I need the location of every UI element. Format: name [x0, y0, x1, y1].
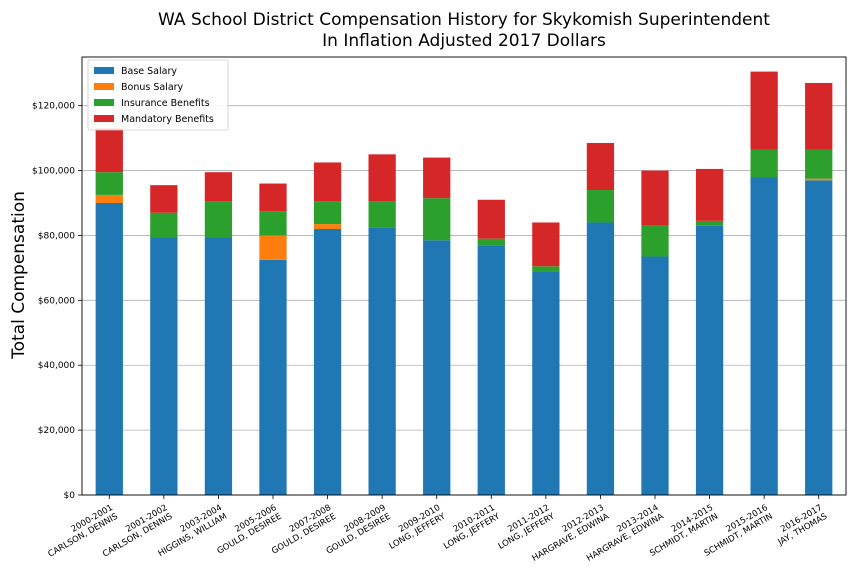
bar-mandatory-benefits — [95, 128, 123, 173]
legend-swatch — [94, 67, 114, 74]
y-tick-label: $100,000 — [32, 167, 75, 177]
bar-insurance-benefits — [586, 190, 615, 223]
bar-mandatory-benefits — [641, 170, 669, 226]
bar-insurance-benefits — [750, 149, 778, 178]
bar-insurance-benefits — [95, 172, 123, 195]
bar-base-salary — [204, 237, 233, 496]
bar-base-salary — [641, 256, 669, 495]
chart-subtitle: In Inflation Adjusted 2017 Dollars — [322, 31, 606, 51]
axes — [81, 56, 847, 496]
bar-base-salary — [259, 259, 287, 495]
bar-insurance-benefits — [532, 266, 560, 272]
legend-swatch — [94, 99, 114, 106]
bar-base-salary — [477, 245, 505, 495]
bar-mandatory-benefits — [750, 71, 778, 150]
legend-label: Base Salary — [121, 66, 177, 77]
y-tick-label: $80,000 — [38, 231, 75, 241]
bar-base-salary — [586, 222, 615, 495]
bar-base-salary — [750, 177, 778, 496]
bar-mandatory-benefits — [477, 199, 505, 239]
bar-insurance-benefits — [805, 149, 833, 179]
bar-mandatory-benefits — [204, 172, 233, 202]
bar-mandatory-benefits — [586, 142, 615, 191]
bar-mandatory-benefits — [423, 157, 451, 199]
legend-swatch — [94, 115, 114, 122]
bar-insurance-benefits — [204, 201, 233, 238]
bar-insurance-benefits — [368, 201, 396, 228]
y-axis-label: Total Compensation — [9, 191, 29, 360]
legend-swatch — [94, 83, 114, 90]
legend-label: Mandatory Benefits — [121, 114, 214, 125]
bar-mandatory-benefits — [368, 154, 396, 202]
y-tick-label: $40,000 — [38, 361, 75, 371]
legend-label: Insurance Benefits — [121, 98, 210, 109]
legend: Base Salary Bonus Salary Insurance Benefit… — [87, 59, 229, 131]
y-tick-label: $60,000 — [38, 296, 75, 306]
bar-bonus-salary — [805, 178, 833, 181]
bar-insurance-benefits — [259, 211, 287, 236]
bar-mandatory-benefits — [259, 183, 287, 212]
bar-insurance-benefits — [313, 201, 342, 225]
bar-base-salary — [805, 180, 833, 496]
bar-base-salary — [95, 203, 123, 495]
bar-mandatory-benefits — [695, 168, 724, 221]
bar-bonus-salary — [313, 224, 342, 229]
gridlines — [82, 105, 846, 496]
bar-mandatory-benefits — [313, 162, 342, 202]
bar-bonus-salary — [259, 235, 287, 260]
bar-base-salary — [368, 227, 396, 496]
bar-insurance-benefits — [641, 225, 669, 257]
bar-base-salary — [313, 228, 342, 495]
bar-insurance-benefits — [477, 238, 505, 246]
legend-label: Bonus Salary — [121, 82, 184, 93]
bars — [95, 71, 833, 496]
bar-base-salary — [423, 240, 451, 495]
y-ticks: $0 $20,000 $40,000 $60,000 $80,000 $100,000 $1… — [32, 102, 82, 501]
y-tick-label: $120,000 — [32, 102, 75, 112]
bar-insurance-benefits — [423, 198, 451, 241]
chart-title: WA School District Compensation History … — [158, 10, 770, 30]
plot-frame — [81, 56, 847, 496]
bar-mandatory-benefits — [805, 82, 833, 150]
legend-box — [87, 59, 229, 131]
bar-base-salary — [695, 225, 724, 495]
y-tick-label: $20,000 — [38, 426, 75, 436]
bar-base-salary — [150, 237, 178, 496]
bar-insurance-benefits — [695, 220, 724, 226]
bar-mandatory-benefits — [532, 222, 560, 267]
bar-insurance-benefits — [150, 212, 178, 238]
bar-mandatory-benefits — [150, 185, 178, 213]
bar-bonus-salary — [95, 194, 123, 203]
bar-base-salary — [532, 271, 560, 495]
y-tick-label: $0 — [64, 491, 76, 501]
